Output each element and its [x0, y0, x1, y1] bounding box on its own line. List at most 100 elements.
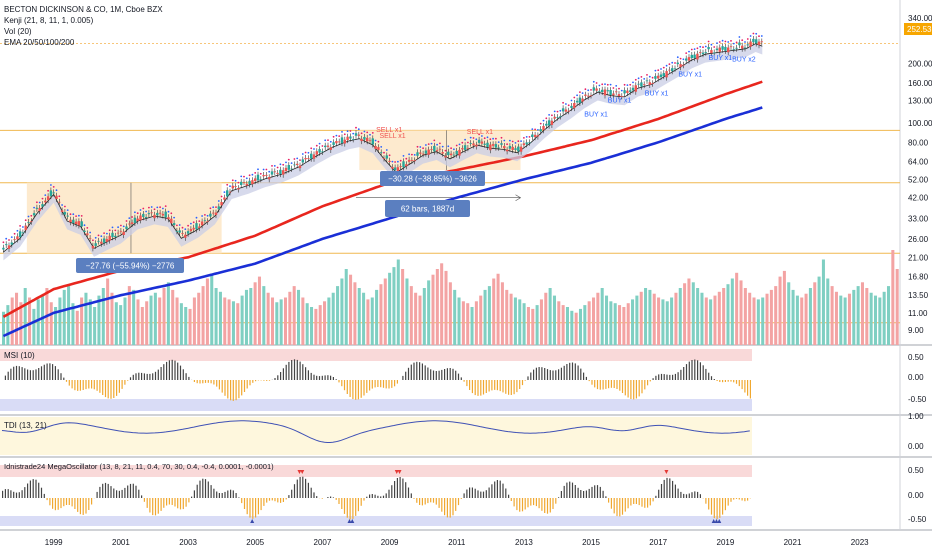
- volume-bar: [331, 292, 335, 345]
- msi-bar: [4, 375, 6, 380]
- volume-bar: [223, 297, 227, 345]
- msi-bar: [516, 380, 518, 393]
- msi-bar: [318, 376, 321, 380]
- candle-body: [119, 230, 123, 232]
- kenji-dot: [80, 215, 83, 217]
- candle-body: [167, 217, 170, 220]
- kenji-dot: [595, 82, 598, 84]
- volume-bar: [557, 301, 561, 345]
- candle-body: [91, 245, 95, 249]
- msi-bar: [449, 368, 451, 380]
- mega-bar: [135, 485, 137, 498]
- kenji-dot: [97, 234, 100, 237]
- msi-bar: [57, 369, 59, 380]
- panel-tick-label: 0.00: [908, 442, 924, 451]
- msi-bar: [588, 380, 590, 382]
- candle-body: [377, 147, 380, 150]
- kenji-dot: [444, 149, 447, 152]
- kenji-dot: [265, 168, 268, 171]
- kenji-dot: [755, 32, 758, 35]
- kenji-dot: [251, 173, 254, 176]
- candle-body: [564, 109, 568, 112]
- msi-bar: [157, 369, 159, 380]
- volume-bar: [214, 288, 218, 345]
- volume-bar: [826, 278, 830, 345]
- candle-body: [161, 213, 165, 216]
- candle-body: [2, 247, 5, 250]
- msi-bar: [655, 375, 657, 380]
- volume-bar: [270, 297, 275, 345]
- sell-marker: [664, 470, 669, 474]
- mega-bar: [263, 498, 265, 506]
- volume-bar: [197, 292, 201, 345]
- candle-body: [617, 94, 621, 97]
- mega-bar: [541, 498, 543, 511]
- price-tick-label: 13.50: [908, 291, 929, 300]
- msi-bar: [382, 380, 385, 388]
- kenji-dot: [273, 165, 276, 167]
- msi-bar: [177, 362, 179, 380]
- mega-bar: [13, 491, 15, 498]
- mega-bar: [374, 494, 376, 498]
- mega-bar: [424, 498, 426, 505]
- msi-bar: [494, 380, 496, 390]
- kenji-dot: [716, 42, 718, 44]
- msi-bar: [544, 368, 546, 380]
- candle-body: [282, 170, 285, 175]
- msi-bar: [535, 367, 537, 380]
- mega-bar: [647, 498, 649, 508]
- candle-body: [198, 226, 201, 228]
- candle-body: [388, 160, 391, 162]
- candle-body: [573, 103, 576, 109]
- candle-body: [690, 54, 693, 59]
- msi-bar: [410, 364, 412, 380]
- msi-bar: [510, 380, 512, 395]
- panel-title-msi: MSI (10): [4, 351, 35, 360]
- msi-bar: [566, 364, 568, 380]
- kenji-dot: [461, 141, 464, 144]
- msi-bar: [277, 375, 279, 380]
- candle-body: [335, 141, 338, 144]
- msi-bar: [624, 380, 626, 396]
- measurement-badge: [76, 258, 184, 273]
- candle-body: [735, 47, 738, 49]
- candle-body: [449, 153, 453, 156]
- mega-bar: [2, 490, 4, 498]
- candle-body: [662, 73, 665, 77]
- volume-bar: [735, 272, 739, 345]
- msi-bar: [674, 373, 676, 380]
- mega-bar: [238, 497, 240, 498]
- volume-bar: [41, 295, 45, 345]
- kenji-dot: [192, 221, 195, 224]
- mega-bar: [552, 498, 554, 509]
- kenji-dot: [44, 194, 47, 197]
- kenji-dot: [637, 77, 640, 80]
- candle-body: [346, 136, 349, 140]
- candle-body: [749, 41, 752, 47]
- indicator-label-vol: Vol (20): [4, 27, 32, 36]
- candle-body: [315, 151, 318, 155]
- panel-title-mega: Idnistrade24 MegaOscillator (13, 8, 21, …: [4, 462, 274, 471]
- candle-body: [402, 161, 405, 168]
- kenji-dot: [399, 159, 402, 162]
- kenji-dot: [131, 216, 134, 218]
- msi-bar: [91, 380, 93, 389]
- msi-bar: [141, 372, 143, 380]
- mega-bar: [652, 498, 654, 502]
- kenji-dot: [10, 236, 13, 239]
- msi-bar: [694, 359, 696, 380]
- msi-bar: [88, 380, 90, 389]
- candle-body: [58, 201, 61, 203]
- kenji-dot: [433, 139, 436, 142]
- candle-body: [13, 239, 16, 241]
- mega-bar: [627, 498, 629, 509]
- candle-body: [444, 156, 447, 158]
- kenji-dot: [313, 148, 315, 150]
- candle-body: [525, 142, 528, 145]
- kenji-dot: [134, 211, 136, 214]
- candle-body: [637, 83, 640, 85]
- candle-body: [760, 41, 763, 43]
- kenji-dot: [156, 206, 159, 209]
- msi-bar: [268, 380, 271, 381]
- msi-bar: [683, 367, 685, 380]
